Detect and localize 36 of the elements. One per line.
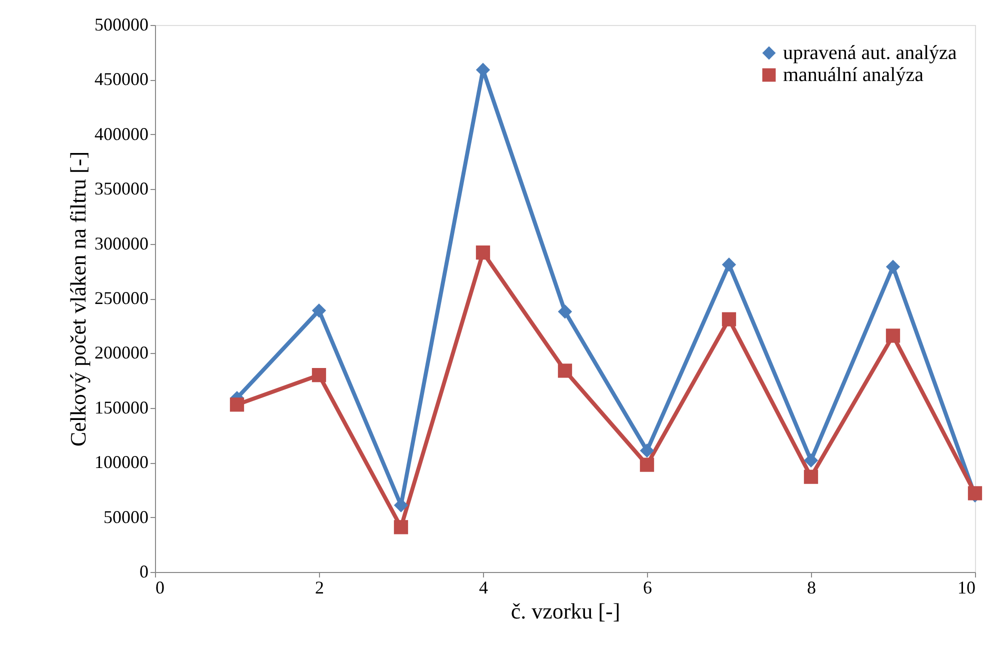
point xyxy=(722,258,736,272)
x-axis-title: č. vzorku [-] xyxy=(510,598,620,624)
point xyxy=(804,453,818,468)
y-tick-label: 500000 xyxy=(94,14,148,34)
point xyxy=(476,245,490,260)
point xyxy=(230,398,244,412)
legend-label: manuální analýza xyxy=(783,64,924,86)
y-tick-label: 400000 xyxy=(94,124,148,144)
point xyxy=(558,364,572,378)
point xyxy=(722,312,736,326)
y-tick-label: 350000 xyxy=(94,178,148,199)
point xyxy=(886,260,900,274)
x-tick-label: 6 xyxy=(643,578,652,598)
point xyxy=(394,520,408,534)
x-tick-label: 8 xyxy=(807,578,816,598)
y-axis-title: Celkový počet vláken na filtru [-] xyxy=(66,151,90,447)
point xyxy=(558,304,572,319)
y-tick-label: 300000 xyxy=(94,233,148,254)
y-tick-label: 250000 xyxy=(94,288,148,308)
x-tick-label: 2 xyxy=(315,578,324,598)
y-tick-label: 100000 xyxy=(94,452,148,472)
x-tick-label: 4 xyxy=(479,578,488,598)
y-tick-label: 50000 xyxy=(104,506,148,527)
x-tick-label: 0 xyxy=(156,578,164,598)
point xyxy=(804,470,818,484)
legend-label: upravená aut. analýza xyxy=(783,42,957,64)
y-tick-label: 200000 xyxy=(94,342,148,363)
y-tick-label: 0 xyxy=(140,562,148,582)
y-tick-label: 450000 xyxy=(94,69,148,90)
point xyxy=(312,303,326,318)
point xyxy=(640,458,654,472)
point xyxy=(886,328,900,343)
point xyxy=(312,368,326,382)
y-tick-label: 150000 xyxy=(94,397,148,418)
point xyxy=(640,443,654,458)
x-tick-label: 10 xyxy=(958,578,976,598)
